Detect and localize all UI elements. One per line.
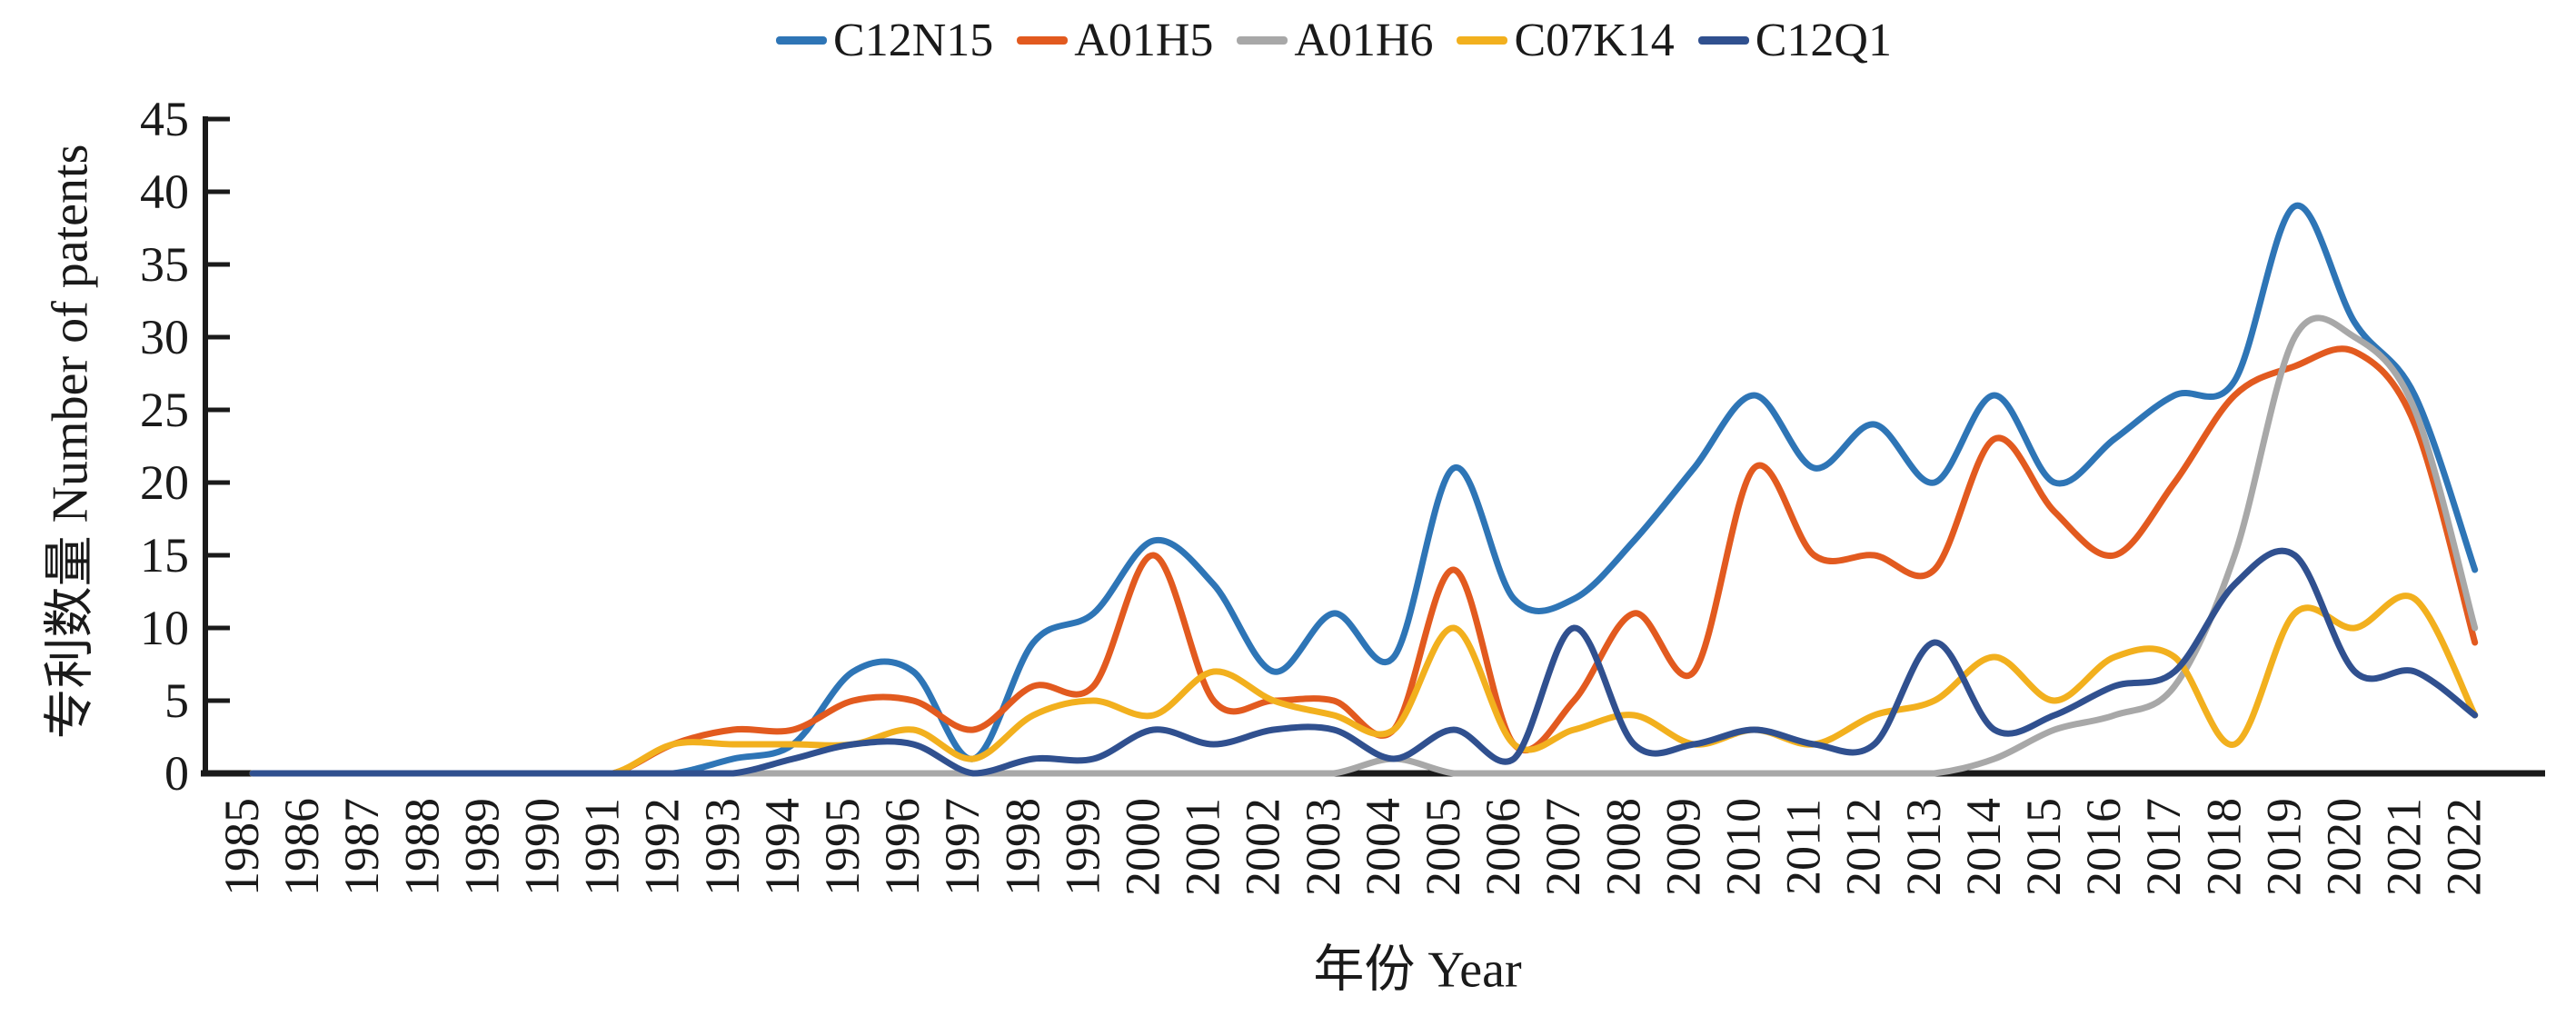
x-tick-label: 2016 [2076,798,2131,896]
x-tick-label: 2008 [1596,798,1650,896]
legend-line-swatch [1697,36,1749,45]
y-tick-label: 40 [140,164,189,219]
x-tick-label: 2009 [1656,798,1710,896]
y-tick-label: 35 [140,237,189,292]
series-line-A01H6 [249,314,2479,777]
x-tick-label: 2001 [1176,798,1230,896]
chart-legend: C12N15 A01H5 A01H6 C07K14 C12Q1 [776,15,1892,66]
legend-line-swatch [1457,36,1508,45]
legend-label: C12N15 [833,15,994,66]
x-tick-label: 1997 [935,798,990,896]
legend-item-C12Q1: C12Q1 [1697,15,1892,66]
y-tick-label: 20 [140,455,189,510]
x-tick-label: 2014 [1956,798,2011,896]
legend-line-swatch [1017,36,1069,45]
legend-item-A01H6: A01H6 [1237,15,1433,66]
x-tick-label: 1991 [575,798,630,896]
y-tick-label: 0 [164,746,189,801]
series-line-C12Q1 [249,547,2479,777]
x-tick-label: 1995 [815,798,870,896]
legend-label: C07K14 [1514,15,1675,66]
x-tick-label: 1986 [274,798,329,896]
legend-item-C07K14: C07K14 [1457,15,1675,66]
x-tick-label: 1993 [695,798,750,896]
legend-label: C12Q1 [1755,15,1892,66]
x-tick-label: 2006 [1476,798,1530,896]
legend-label: A01H5 [1074,15,1214,66]
x-tick-label: 1994 [755,798,810,896]
x-tick-label: 1985 [214,798,269,896]
legend-line-swatch [776,36,828,45]
x-tick-label: 2010 [1716,798,1771,896]
x-tick-label: 2019 [2256,798,2311,896]
x-tick-label: 1988 [394,798,449,896]
x-tick-label: 2013 [1896,798,1951,896]
x-tick-label: 1998 [995,798,1049,896]
y-tick-label: 45 [140,92,189,146]
y-tick-label: 10 [140,601,189,655]
y-tick-label: 5 [164,673,189,728]
x-tick-label: 1996 [875,798,930,896]
x-tick-label: 2005 [1416,798,1470,896]
y-tick-label: 15 [140,528,189,583]
x-tick-label: 2011 [1776,799,1831,895]
x-tick-label: 1987 [334,798,389,896]
x-tick-label: 1992 [635,798,690,896]
x-tick-label: 2015 [2016,798,2071,896]
x-tick-label: 2018 [2196,798,2251,896]
x-tick-label: 1990 [515,798,570,896]
y-tick-label: 25 [140,383,189,437]
legend-label: A01H6 [1294,15,1434,66]
y-tick-label: 30 [140,310,189,364]
x-tick-label: 2022 [2437,798,2491,896]
series-line-C07K14 [249,593,2479,777]
x-tick-label: 2021 [2377,798,2432,896]
x-tick-label: 2000 [1116,798,1170,896]
legend-item-A01H5: A01H5 [1017,15,1213,66]
legend-line-swatch [1237,36,1288,45]
x-tick-label: 2003 [1296,798,1350,896]
x-tick-label: 2012 [1836,798,1891,896]
x-tick-label: 2002 [1236,798,1290,896]
x-tick-label: 1999 [1055,798,1109,896]
x-axis-title: 年份 Year [1313,941,1522,999]
x-tick-label: 2004 [1356,798,1410,896]
legend-item-C12N15: C12N15 [776,15,993,66]
x-tick-label: 1989 [454,798,509,896]
x-tick-label: 2017 [2136,798,2191,896]
y-axis-title: 专利数量 Number of patents [42,144,99,740]
x-tick-label: 2007 [1536,798,1590,896]
series-line-C12N15 [249,202,2479,777]
x-tick-label: 2020 [2317,798,2372,896]
